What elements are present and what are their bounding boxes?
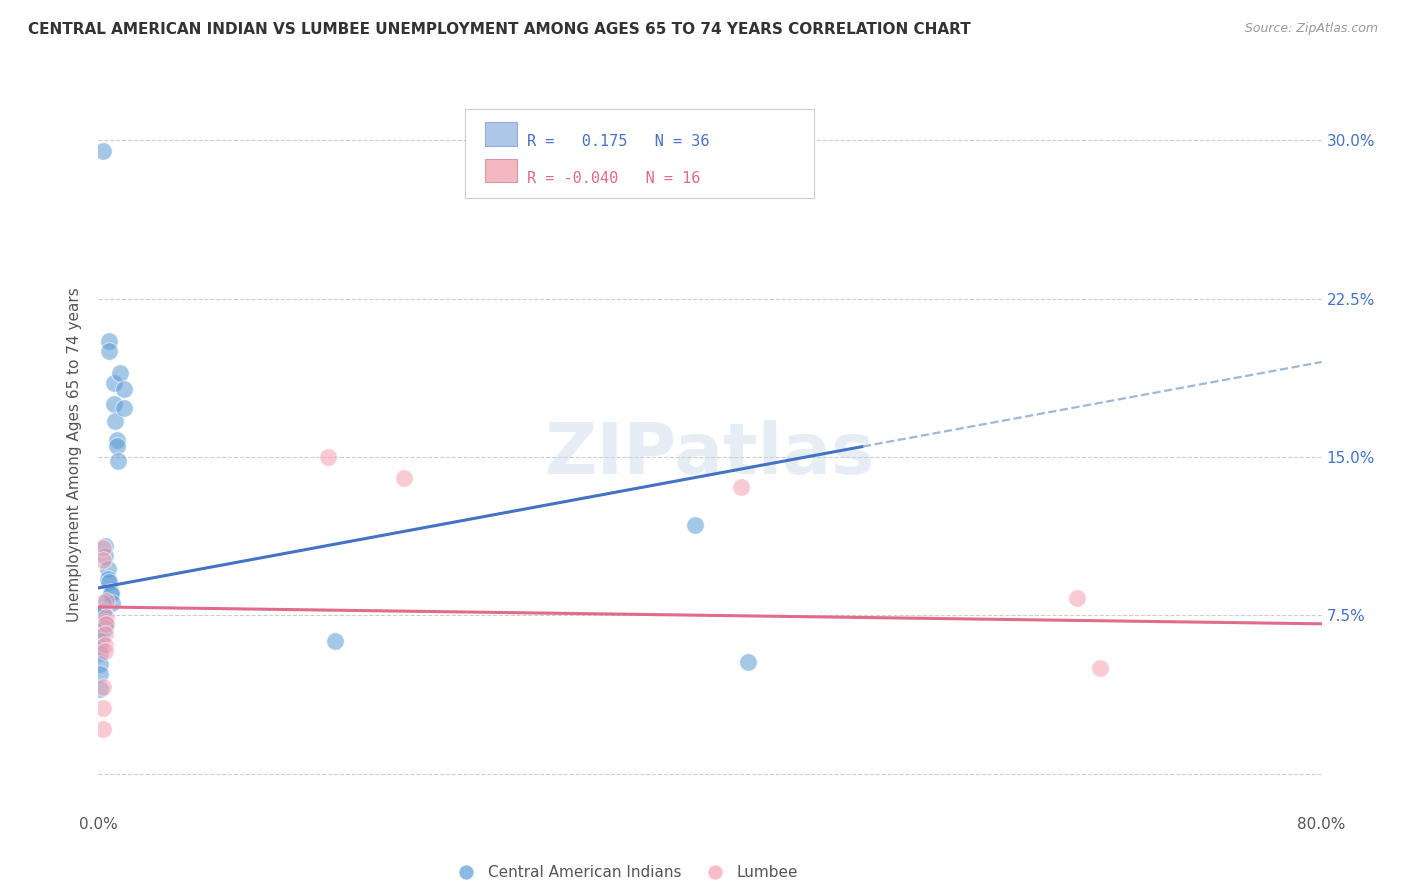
Point: [105, 433, 128, 447]
Point: [91, 553, 114, 567]
Point: [94, 610, 117, 624]
Point: [730, 480, 752, 494]
FancyBboxPatch shape: [485, 159, 517, 182]
Point: [91, 607, 114, 621]
Point: [103, 397, 125, 411]
Point: [89, 640, 111, 654]
Point: [737, 655, 759, 669]
FancyBboxPatch shape: [465, 109, 814, 198]
Point: [683, 517, 706, 532]
Point: [100, 587, 122, 601]
Point: [1088, 661, 1111, 675]
Point: [89, 657, 111, 671]
Point: [93, 638, 115, 652]
Point: [91, 144, 114, 158]
Point: [97, 573, 120, 587]
Point: [392, 471, 416, 485]
Point: [91, 596, 114, 610]
Point: [93, 644, 115, 658]
Point: [91, 680, 114, 694]
Text: ZIPatlas: ZIPatlas: [546, 420, 875, 490]
Point: [93, 621, 115, 635]
Point: [90, 633, 112, 648]
Point: [93, 615, 115, 629]
Point: [98, 334, 121, 348]
Point: [316, 450, 339, 464]
FancyBboxPatch shape: [485, 122, 517, 146]
Point: [93, 539, 115, 553]
Text: R =   0.175   N = 36: R = 0.175 N = 36: [526, 134, 709, 149]
Point: [93, 616, 115, 631]
Point: [100, 585, 122, 599]
Point: [103, 376, 125, 391]
Text: CENTRAL AMERICAN INDIAN VS LUMBEE UNEMPLOYMENT AMONG AGES 65 TO 74 YEARS CORRELA: CENTRAL AMERICAN INDIAN VS LUMBEE UNEMPL…: [28, 22, 972, 37]
Point: [104, 414, 127, 428]
Point: [97, 562, 120, 576]
Point: [89, 667, 111, 681]
Point: [108, 366, 131, 380]
Point: [89, 646, 111, 660]
Text: R = -0.040   N = 16: R = -0.040 N = 16: [526, 170, 700, 186]
Point: [90, 630, 112, 644]
Point: [89, 682, 111, 697]
Point: [91, 541, 114, 555]
Point: [91, 723, 114, 737]
Legend: Central American Indians, Lumbee: Central American Indians, Lumbee: [444, 859, 804, 886]
Point: [105, 440, 128, 454]
Point: [98, 344, 121, 359]
Point: [94, 616, 117, 631]
Point: [91, 604, 114, 618]
Y-axis label: Unemployment Among Ages 65 to 74 years: Unemployment Among Ages 65 to 74 years: [67, 287, 83, 623]
Point: [325, 633, 347, 648]
Point: [94, 593, 117, 607]
Point: [1066, 591, 1088, 606]
Text: Source: ZipAtlas.com: Source: ZipAtlas.com: [1244, 22, 1378, 36]
Point: [93, 549, 115, 564]
Point: [101, 596, 124, 610]
Point: [112, 383, 135, 397]
Point: [107, 454, 129, 468]
Point: [93, 627, 115, 641]
Point: [112, 401, 135, 416]
Point: [91, 701, 114, 715]
Point: [98, 574, 121, 589]
